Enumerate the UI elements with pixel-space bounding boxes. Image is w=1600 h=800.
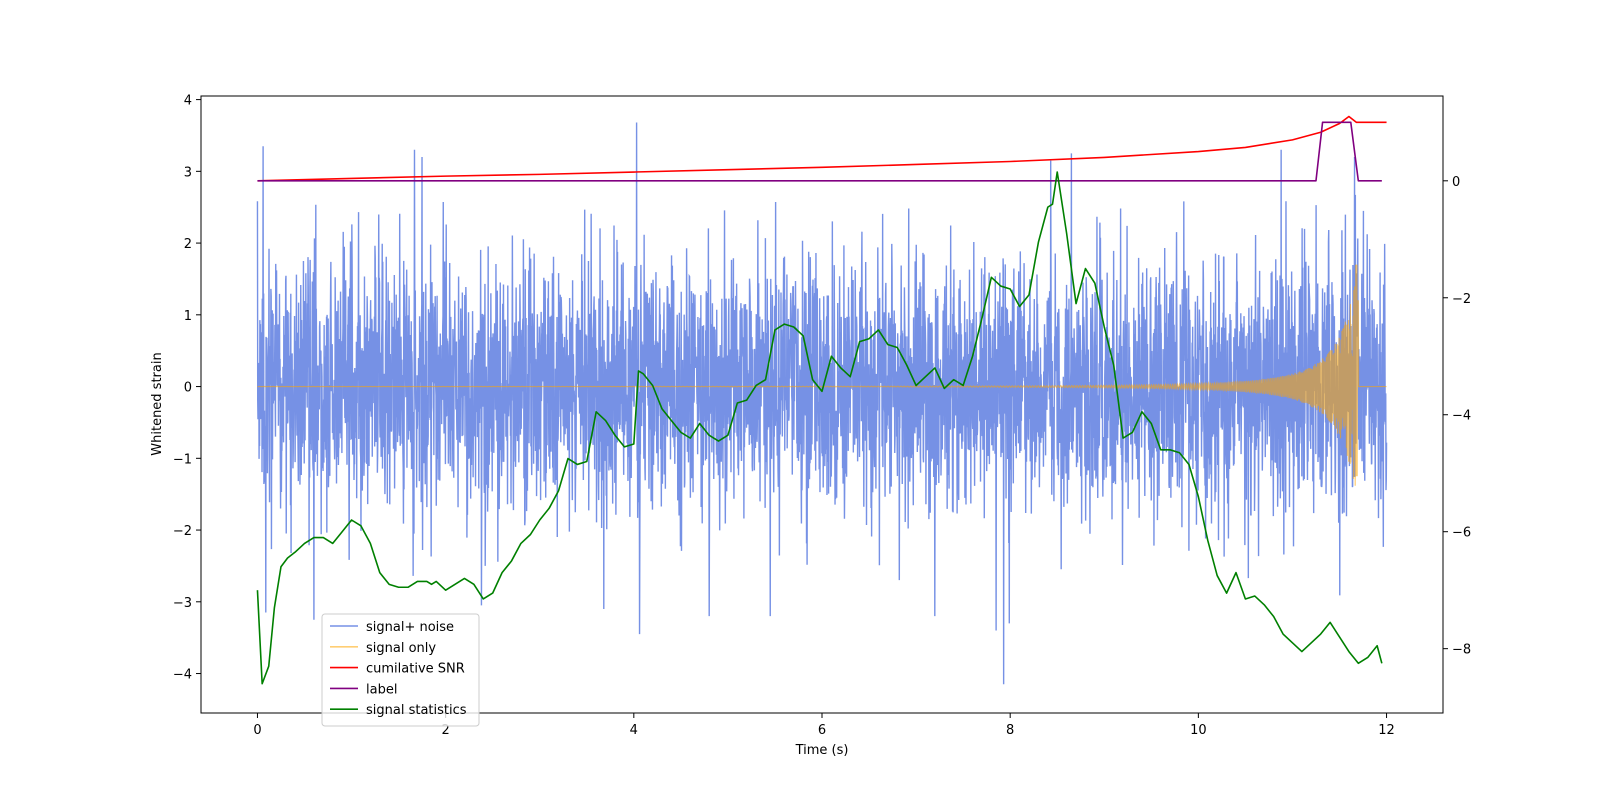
x-tick-label: 8 — [1006, 723, 1014, 738]
y-tick-label: 1 — [184, 309, 192, 324]
y-tick-label: 2 — [184, 237, 192, 252]
x-tick-label: 12 — [1378, 723, 1395, 738]
series-label — [257, 121, 1382, 182]
y-axis-ticks: −4 −3 −2 −1 0 1 2 3 4 — [173, 94, 201, 683]
series-signal-statistics — [256, 171, 1383, 685]
y-tick-label: 0 — [184, 381, 192, 396]
x-tick-label: 6 — [818, 723, 826, 738]
series-signal-noise — [256, 122, 1388, 685]
x-axis-label: Time (s) — [795, 743, 849, 758]
series-signal-only — [257, 264, 1387, 486]
y2-tick-label: −8 — [1452, 643, 1471, 658]
x-tick-label: 2 — [441, 723, 449, 738]
y2-tick-label: −6 — [1452, 526, 1471, 541]
y-tick-label: 4 — [184, 94, 192, 109]
y-tick-label: −1 — [173, 452, 192, 467]
y-tick-label: −4 — [173, 668, 192, 683]
legend: signal+ noise signal only cumilative SNR la… — [321, 613, 480, 727]
y-axis-label: Whitened strain — [150, 352, 165, 455]
y2-tick-label: −4 — [1452, 409, 1471, 424]
y-tick-label: −3 — [173, 596, 192, 611]
legend-label: label — [366, 682, 397, 697]
y2-tick-label: 0 — [1452, 175, 1460, 190]
legend-label: cumilative SNR — [366, 662, 465, 677]
legend-label: signal only — [366, 641, 436, 656]
legend-label: signal+ noise — [366, 620, 454, 635]
x-tick-label: 10 — [1190, 723, 1207, 738]
y-tick-label: 3 — [184, 165, 192, 180]
legend-label: signal statistics — [366, 703, 467, 718]
x-tick-label: 0 — [253, 723, 261, 738]
series-layer — [256, 115, 1388, 685]
y2-tick-label: −2 — [1452, 292, 1471, 307]
x-tick-label: 4 — [630, 723, 638, 738]
y2-axis-ticks: −8 −6 −4 −2 0 — [1443, 175, 1471, 658]
series-cumilative-snr — [257, 115, 1387, 182]
y-tick-label: −2 — [173, 524, 192, 539]
legend-box — [321, 613, 480, 727]
